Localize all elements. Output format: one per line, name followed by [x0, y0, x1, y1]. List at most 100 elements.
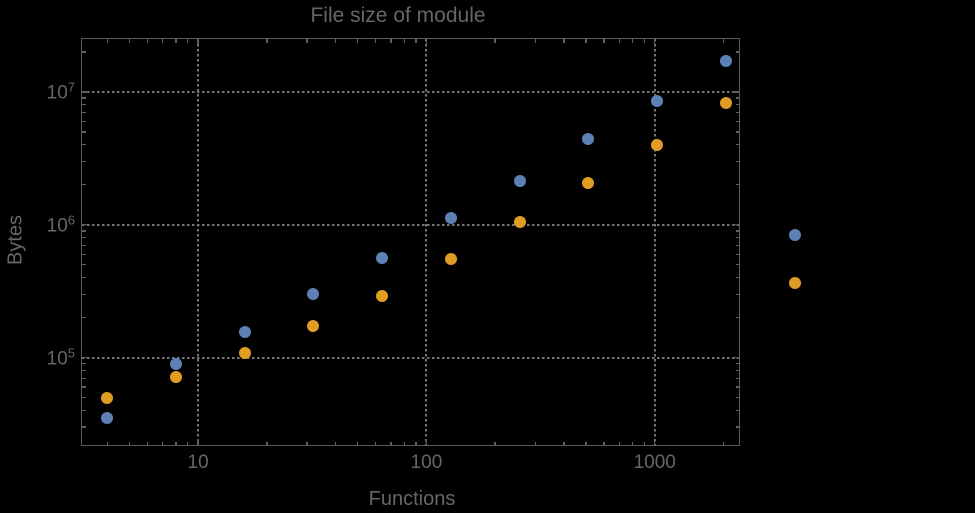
data-point-series-orange — [651, 138, 664, 151]
data-point-series-orange — [169, 371, 182, 384]
x-tick-mark — [563, 441, 565, 445]
x-tick-mark — [534, 441, 537, 445]
x-tick-mark — [415, 39, 417, 43]
y-tick-mark — [735, 293, 739, 295]
x-tick-mark — [654, 439, 656, 445]
data-point-series-orange — [582, 177, 595, 190]
data-point-series-blue — [376, 252, 389, 265]
x-tick-mark — [356, 39, 359, 43]
x-tick-mark — [494, 39, 496, 43]
x-tick-mark — [197, 439, 199, 445]
x-tick-mark — [186, 39, 189, 43]
y-tick-mark — [735, 120, 739, 123]
gridline-vertical — [425, 39, 428, 445]
x-tick-mark — [128, 39, 131, 43]
x-axis-label: Functions — [368, 488, 456, 510]
x-tick-mark — [403, 39, 405, 43]
y-tick-mark — [735, 244, 739, 247]
x-tick-mark — [603, 441, 605, 445]
y-tick-mark — [82, 396, 86, 399]
y-tick-mark — [82, 356, 88, 359]
data-point-series-orange — [513, 215, 526, 228]
x-tick-mark — [643, 441, 645, 445]
x-tick-mark — [128, 441, 131, 445]
y-tick-mark — [82, 91, 88, 93]
y-tick-mark — [735, 236, 739, 239]
y-tick-mark — [735, 426, 739, 428]
y-tick-label: 105 — [46, 344, 75, 370]
y-tick-mark — [82, 97, 86, 99]
y-tick-mark — [82, 276, 86, 279]
x-tick-mark — [643, 39, 645, 43]
y-tick-mark — [82, 264, 86, 266]
x-tick-mark — [618, 441, 621, 445]
y-tick-mark — [735, 409, 739, 412]
gridline-horizontal — [82, 223, 739, 226]
gridline-vertical — [197, 39, 200, 445]
x-tick-mark — [390, 441, 392, 445]
data-point-series-blue — [444, 211, 457, 224]
x-tick-mark — [722, 39, 725, 43]
y-tick-mark — [735, 377, 739, 379]
y-tick-label: 106 — [46, 212, 75, 237]
x-tick-mark — [563, 39, 565, 43]
data-point-series-blue — [651, 94, 664, 107]
y-tick-mark — [735, 276, 739, 279]
x-tick-mark — [162, 441, 164, 445]
x-tick-mark — [106, 441, 108, 445]
y-tick-mark — [82, 224, 88, 226]
y-tick-mark — [82, 363, 86, 365]
x-tick-mark — [146, 441, 149, 445]
x-tick-mark — [425, 439, 428, 445]
x-tick-mark — [334, 39, 337, 43]
y-tick-mark — [82, 160, 86, 163]
data-point-series-blue — [169, 358, 182, 371]
y-axis-label: Bytes — [4, 214, 27, 266]
x-tick-mark — [146, 39, 149, 43]
x-tick-mark — [425, 39, 428, 45]
data-point-series-orange — [101, 391, 114, 404]
y-tick-mark — [82, 409, 86, 412]
x-tick-mark — [306, 39, 308, 43]
x-tick-mark — [415, 441, 417, 445]
x-tick-label: 100 — [410, 452, 443, 473]
data-point-series-blue — [307, 288, 320, 301]
y-tick-mark — [82, 316, 86, 319]
x-tick-mark — [494, 441, 496, 445]
x-tick-label: 10 — [187, 452, 209, 473]
x-tick-mark — [603, 39, 605, 43]
data-point-series-orange — [719, 97, 732, 110]
x-tick-mark — [403, 441, 405, 445]
y-tick-mark — [82, 386, 86, 388]
y-tick-mark — [82, 51, 86, 53]
x-tick-mark — [162, 39, 164, 43]
y-tick-mark — [82, 144, 86, 146]
y-tick-mark — [735, 97, 739, 99]
y-tick-mark — [82, 236, 86, 239]
y-tick-mark — [735, 111, 739, 114]
y-tick-mark — [82, 369, 86, 372]
y-tick-mark — [735, 253, 739, 255]
y-tick-mark — [82, 426, 86, 428]
x-tick-mark — [356, 441, 359, 445]
gridline-vertical — [653, 39, 656, 445]
y-tick-mark — [735, 131, 739, 133]
y-tick-mark — [735, 386, 739, 388]
x-tick-mark — [585, 39, 587, 43]
y-tick-mark — [82, 104, 86, 106]
y-tick-label: 107 — [46, 79, 75, 104]
y-tick-mark — [735, 369, 739, 372]
x-tick-mark — [534, 39, 537, 43]
y-tick-mark — [82, 377, 86, 379]
y-tick-mark — [735, 396, 739, 399]
y-tick-mark — [82, 230, 86, 232]
y-tick-mark — [733, 91, 739, 93]
data-point-series-blue — [788, 228, 801, 241]
x-tick-mark — [266, 39, 268, 43]
x-tick-mark — [631, 441, 634, 445]
y-tick-mark — [735, 230, 739, 232]
x-tick-label: 1000 — [633, 452, 676, 473]
data-point-series-orange — [238, 347, 251, 360]
data-point-series-orange — [444, 253, 457, 266]
chart-title: File size of module — [310, 4, 486, 27]
